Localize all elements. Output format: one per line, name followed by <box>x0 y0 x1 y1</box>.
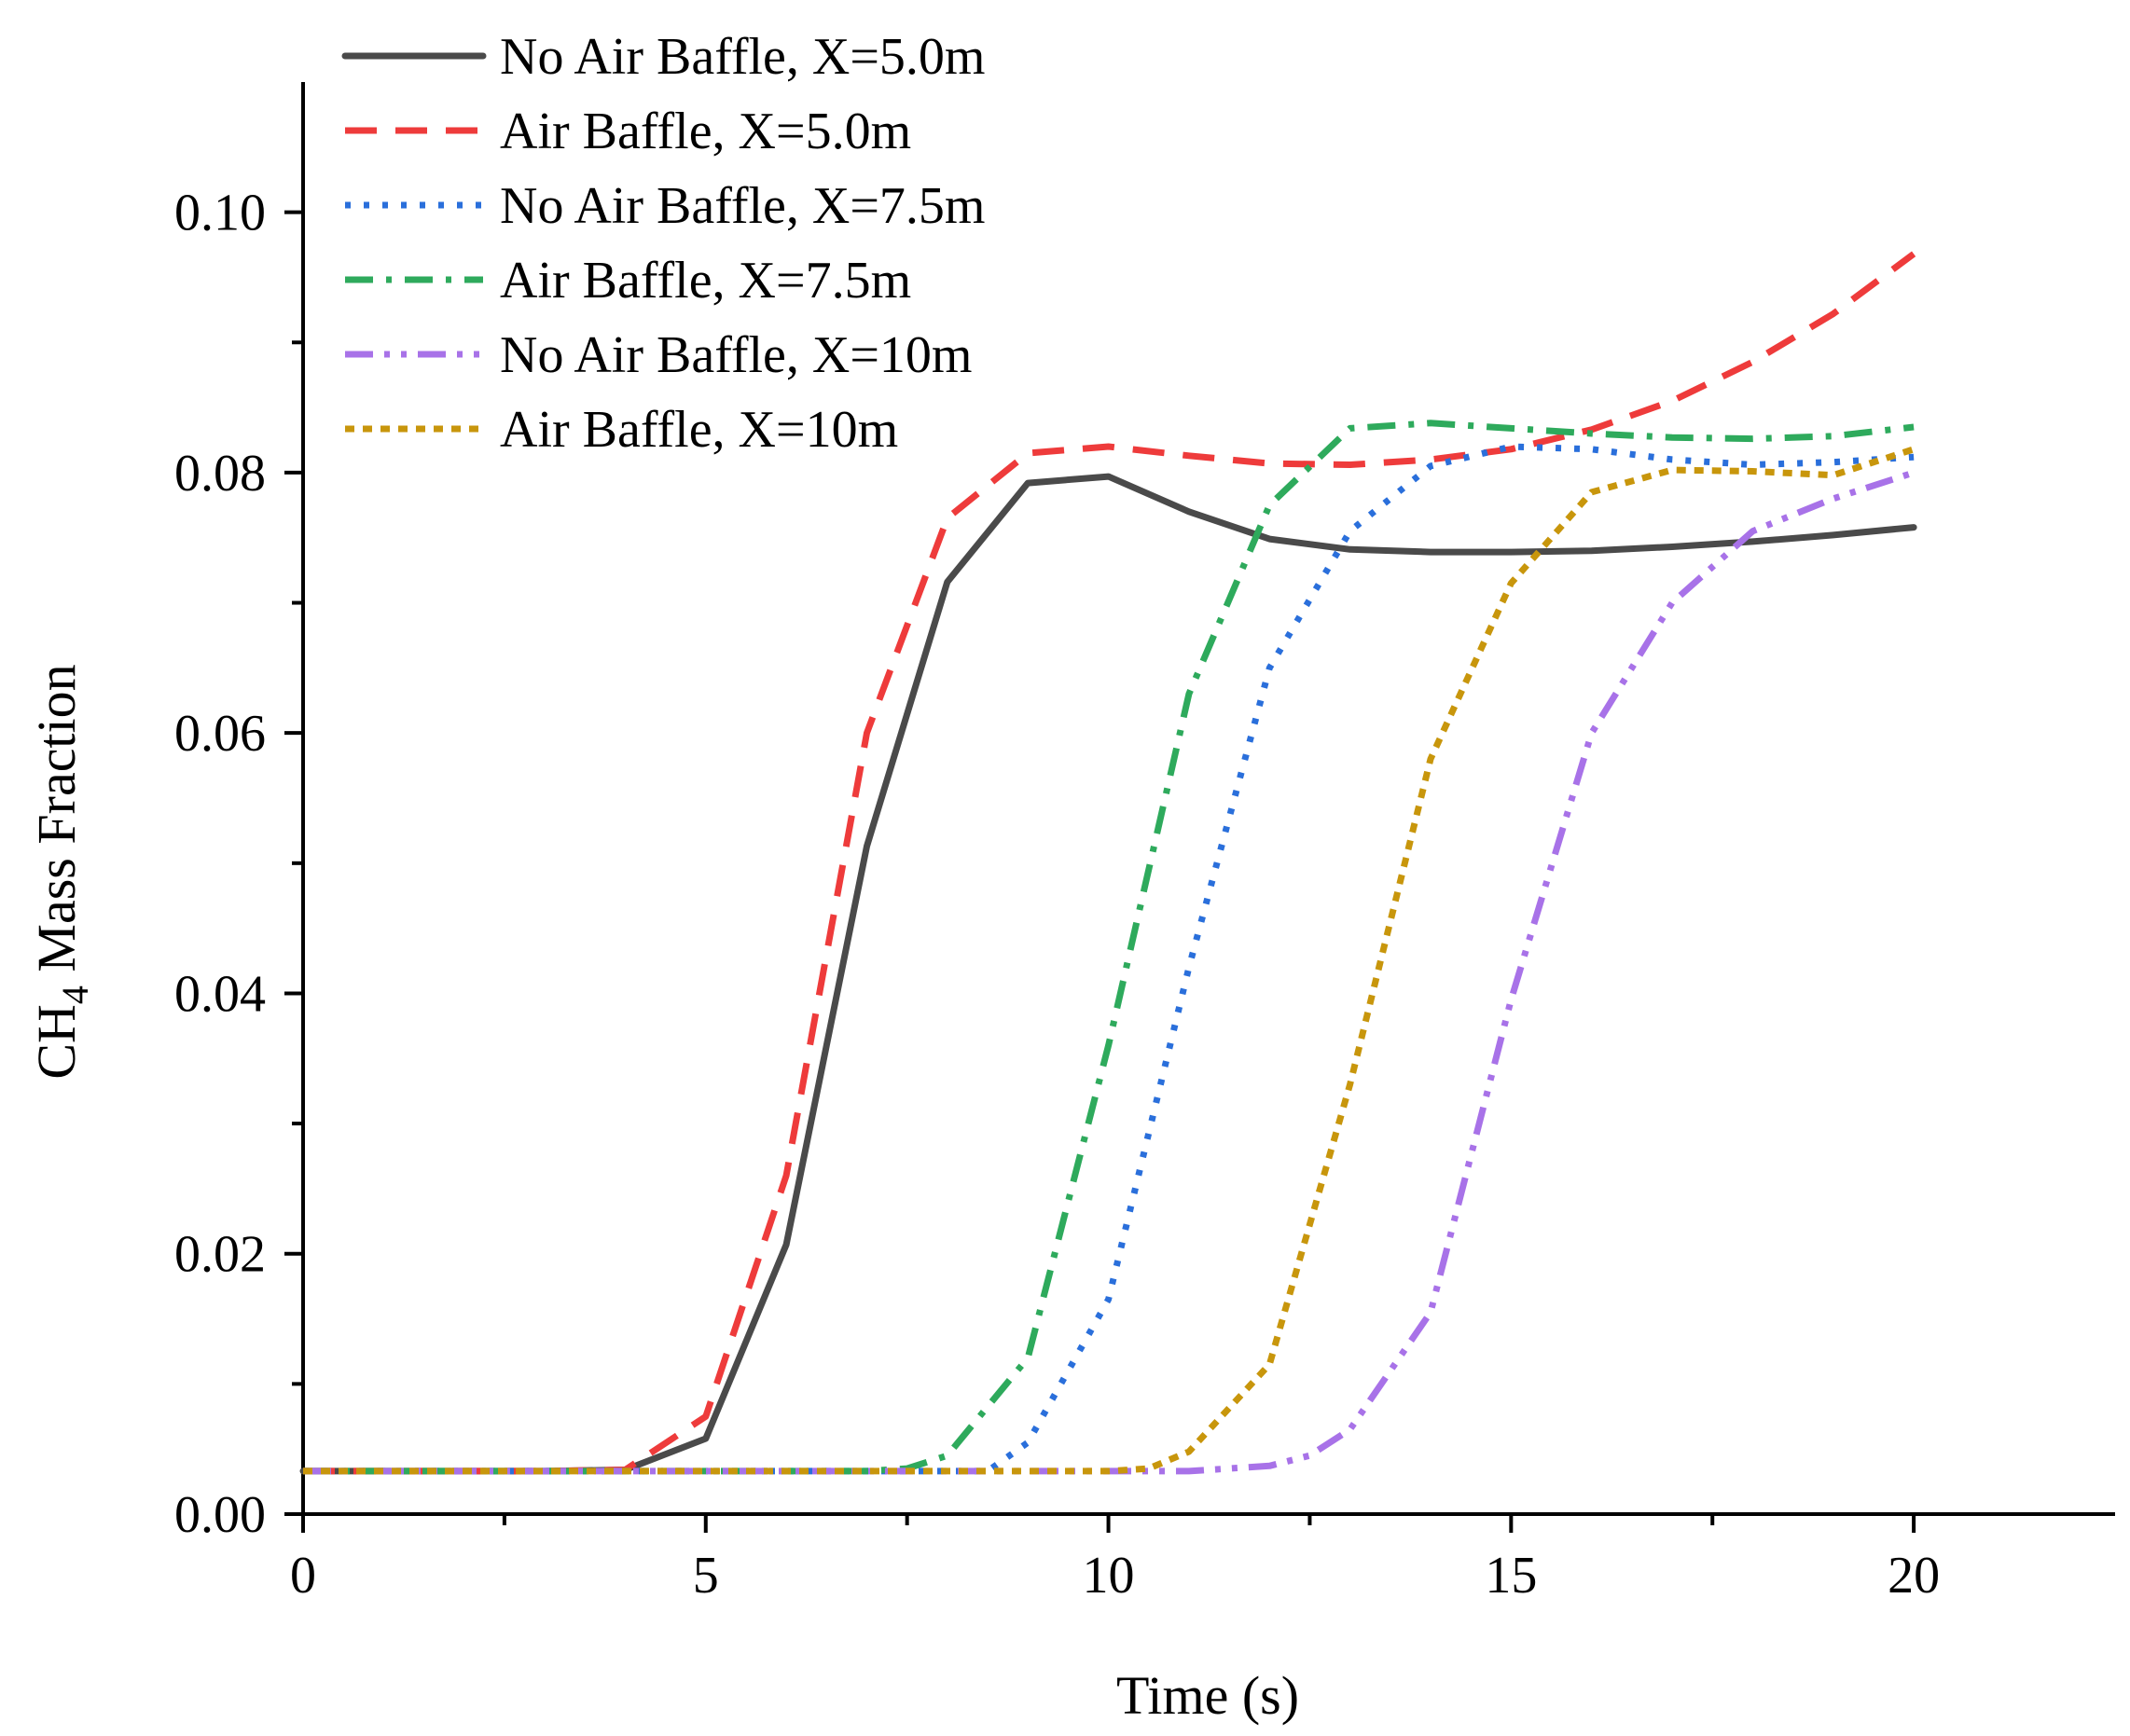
y-axis-title-subscript: 4 <box>54 985 96 1004</box>
series-line-6 <box>303 446 1916 1475</box>
x-tick-label: 20 <box>1888 1547 1940 1605</box>
legend: No Air Baffle, X=5.0m Air Baffle, X=5.0m N… <box>341 28 986 459</box>
y-tick-label: 0.00 <box>174 1486 266 1544</box>
x-tick-label: 15 <box>1485 1547 1537 1605</box>
x-tick-label: 5 <box>693 1547 719 1605</box>
y-tick-label: 0.04 <box>174 965 266 1023</box>
legend-label-2: Air Baffle, X=5.0m <box>500 103 911 160</box>
legend-label-1: No Air Baffle, X=5.0m <box>500 28 986 86</box>
y-axis-title-base: CH <box>26 1004 87 1080</box>
legend-label-5: No Air Baffle, X=10m <box>500 326 973 384</box>
x-axis-title: Time (s) <box>1116 1665 1299 1726</box>
series-line-1 <box>299 473 1917 1475</box>
axes-layer: 0 5 10 15 20 0.00 0.02 0.04 0.06 0.08 0.10 <box>174 82 2115 1605</box>
y-axis-title-rest: Mass Fraction <box>26 664 87 985</box>
series-layer <box>299 251 1917 1475</box>
series-line-3 <box>303 443 1915 1475</box>
y-axis-title: CH4 Mass Fraction <box>26 664 96 1079</box>
series-line-5 <box>303 469 1916 1475</box>
legend-label-3: No Air Baffle, X=7.5m <box>500 177 986 235</box>
x-tick-label: 10 <box>1083 1547 1135 1605</box>
y-tick-label: 0.10 <box>174 185 266 242</box>
y-tick-label: 0.02 <box>174 1226 266 1284</box>
y-tick-label: 0.08 <box>174 445 266 503</box>
series-line-4 <box>303 420 1915 1475</box>
legend-label-6: Air Baffle, X=10m <box>500 401 898 459</box>
y-tick-label: 0.06 <box>174 705 266 763</box>
x-tick-label: 0 <box>290 1547 316 1605</box>
legend-label-4: Air Baffle, X=7.5m <box>500 252 911 310</box>
